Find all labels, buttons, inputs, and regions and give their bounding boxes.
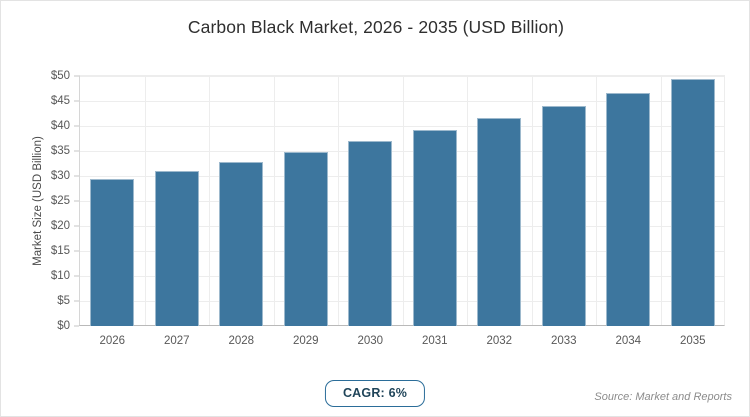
bar[interactable] [283,151,328,326]
y-axis-tick-label: $45 [50,95,70,107]
x-axis-tick-label: 2026 [99,335,126,347]
x-axis-tick-label: 2033 [550,335,577,347]
y-axis-tickmark [74,275,79,277]
y-axis-tickmark [74,200,79,202]
bar-series [80,76,725,326]
y-axis-tick-label: $5 [57,295,70,307]
y-axis-tick-label: $15 [50,245,70,257]
bar[interactable] [412,130,457,326]
bar[interactable] [477,118,522,326]
bar[interactable] [154,170,199,326]
bar-slot [209,76,274,326]
bar-slot [80,76,145,326]
source-note: Source: Market and Reports [594,391,732,403]
y-axis-tickmark [74,225,79,227]
bar[interactable] [606,92,651,326]
bar[interactable] [541,105,586,326]
y-axis-tick-label: $20 [50,220,70,232]
bar-slot [661,76,726,326]
y-axis-tickmark [74,325,79,327]
bar-slot [532,76,597,326]
bar[interactable] [219,161,264,326]
x-axis-tick-label: 2031 [421,335,448,347]
bar-slot [467,76,532,326]
bar-slot [338,76,403,326]
y-axis-tickmark [74,125,79,127]
x-axis-tick-label: 2035 [679,335,706,347]
bar[interactable] [670,79,715,326]
y-axis-tick-label: $10 [50,270,70,282]
x-axis-tick-labels: 2026 2027 2028 2029 2030 2031 2032 2033 2034 2035 [80,327,725,353]
y-axis-tickmark [74,175,79,177]
y-axis-tickmark [74,300,79,302]
y-axis-tickmark [74,75,79,77]
x-axis-tick-label: 2034 [615,335,642,347]
bar-slot [403,76,468,326]
y-axis-tick-labels: $0 $5 $10 $15 $20 $25 $30 $35 $40 $45 $50 [1,1,79,416]
bar[interactable] [90,179,135,326]
y-axis-tick-label: $25 [50,195,70,207]
bar-slot [274,76,339,326]
y-axis-tick-label: $40 [50,120,70,132]
bar-slot [596,76,661,326]
chart-title: Carbon Black Market, 2026 - 2035 (USD Bi… [187,17,565,37]
x-axis-tick-label: 2027 [163,335,190,347]
cagr-badge[interactable]: CAGR: 6% [324,380,426,407]
y-axis-tick-label: $50 [50,70,70,82]
bar-slot [145,76,210,326]
x-axis-tick-label: 2029 [292,335,319,347]
y-axis-tick-label: $35 [50,145,70,157]
x-axis-tick-label: 2028 [228,335,255,347]
y-axis-tick-label: $30 [50,170,70,182]
y-axis-tickmark [74,250,79,252]
x-axis-tick-label: 2032 [486,335,513,347]
y-axis-tick-label: $0 [57,320,70,332]
y-axis-tickmark [74,100,79,102]
x-axis-tick-label: 2030 [357,335,384,347]
y-axis-tickmark [74,150,79,152]
bar[interactable] [348,141,393,326]
